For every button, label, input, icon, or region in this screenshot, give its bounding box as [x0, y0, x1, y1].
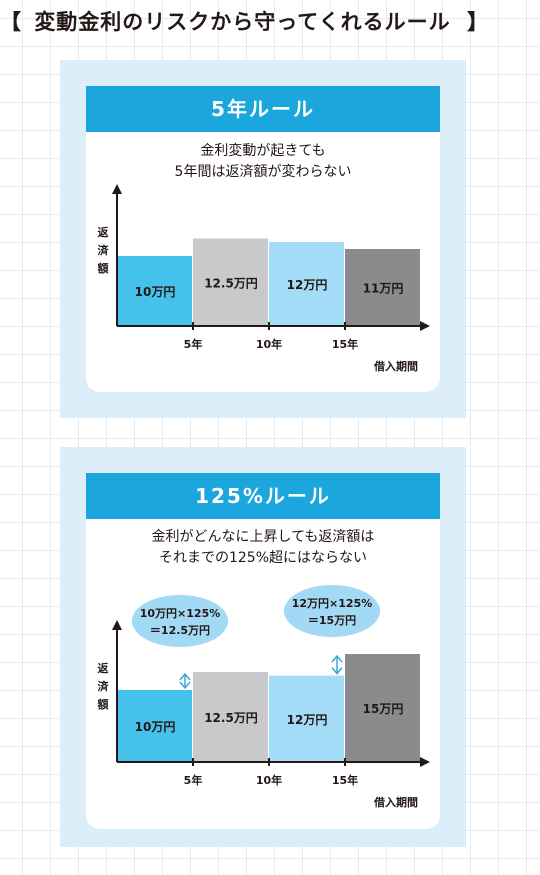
bar-value-label: 12万円: [287, 713, 328, 727]
increase-arrow-head-top: [331, 654, 343, 663]
y-axis-label-char: 済: [98, 243, 110, 257]
banner-5year-rule: 5年ルール: [86, 86, 440, 132]
increase-arrow-head-bottom: [179, 681, 191, 690]
y-axis-label-char: 返: [98, 661, 109, 675]
bar: [117, 256, 192, 326]
increase-arrow-head-top: [179, 672, 191, 681]
page-heading: 【 変動金利のリスクから守ってくれるルール 】: [0, 4, 540, 40]
increase-arrow-head-bottom: [331, 667, 343, 675]
x-tick-label: 10年: [256, 773, 282, 787]
heading-bracket-right: 】: [466, 10, 489, 34]
x-axis-arrowhead: [420, 321, 430, 331]
bar-value-label: 10万円: [135, 720, 176, 734]
bar-value-label: 10万円: [135, 285, 176, 299]
caption-line: 金利変動が起きても: [200, 143, 326, 159]
banner-125percent-rule: 125%ルール: [86, 473, 440, 519]
caption-line: 金利がどんなに上昇しても返済額は: [151, 529, 375, 545]
caption-line: それまでの125%超にはならない: [158, 550, 368, 566]
bar: [345, 654, 420, 762]
y-axis-label-char: 額: [97, 697, 109, 711]
y-axis-arrowhead: [112, 184, 122, 194]
x-tick-label: 15年: [332, 337, 358, 351]
annotation-bubble: [284, 585, 380, 637]
caption-5year-rule: 金利変動が起きても 5年間は返済額が変わらない: [86, 141, 440, 183]
y-axis-label-char: 返: [98, 225, 109, 239]
heading-bracket-left: 【: [0, 10, 22, 34]
x-axis-label: 借入期間: [373, 795, 418, 809]
x-tick-label: 5年: [184, 337, 203, 351]
caption-line: 5年間は返済額が変わらない: [174, 164, 352, 180]
y-axis-label-char: 額: [97, 261, 109, 275]
bar-value-label: 12万円: [287, 278, 328, 292]
bar-value-label: 12.5万円: [204, 276, 258, 290]
bar: [193, 672, 268, 762]
bar: [269, 675, 344, 762]
x-axis-arrowhead: [420, 757, 430, 767]
bar-value-label: 11万円: [363, 282, 404, 296]
annotation-text: ＝15万円: [308, 614, 356, 627]
annotation-text: 10万円×125%: [140, 607, 221, 620]
bar: [269, 242, 344, 326]
bar-value-label: 12.5万円: [204, 711, 258, 725]
bar: [193, 238, 268, 326]
heading-title: 変動金利のリスクから守ってくれるルール: [34, 10, 451, 34]
annotation-bubble: [132, 595, 228, 647]
bar: [117, 690, 192, 762]
bar-value-label: 15万円: [363, 702, 404, 716]
caption-125percent-rule: 金利がどんなに上昇しても返済額は それまでの125%超にはならない: [86, 527, 440, 569]
annotation-text: 12万円×125%: [292, 597, 373, 610]
y-axis-arrowhead: [112, 620, 122, 630]
x-tick-label: 10年: [256, 337, 282, 351]
annotation-text: ＝12.5万円: [150, 624, 210, 637]
y-axis-label-char: 済: [98, 679, 110, 693]
x-axis-label: 借入期間: [373, 359, 418, 373]
bar: [345, 249, 420, 326]
x-tick-label: 15年: [332, 773, 358, 787]
x-tick-label: 5年: [184, 773, 203, 787]
